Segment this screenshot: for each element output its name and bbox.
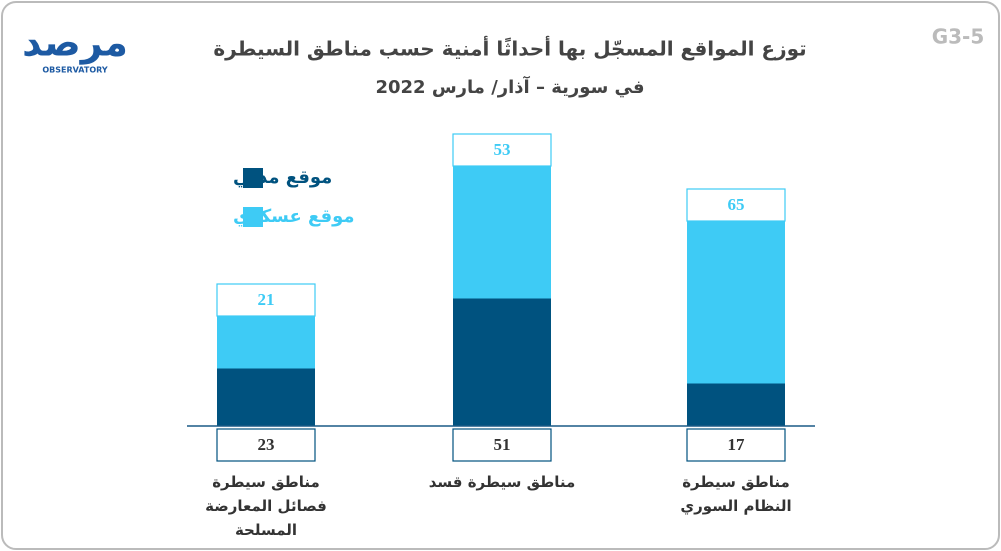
value-label-box bbox=[686, 188, 786, 222]
value-label-box bbox=[216, 428, 316, 462]
value-label: 65 bbox=[728, 195, 745, 214]
value-label: 53 bbox=[494, 140, 511, 159]
value-label: 51 bbox=[494, 435, 511, 454]
bar-segment bbox=[687, 221, 785, 384]
value-label-box bbox=[686, 428, 786, 462]
value-label-box bbox=[452, 428, 552, 462]
logo-subtitle: OBSERVATORY bbox=[42, 66, 107, 75]
legend-swatch bbox=[243, 168, 263, 188]
x-tick-label: مناطق سيطرة النظام السوري bbox=[680, 473, 792, 515]
value-label-box bbox=[216, 283, 316, 317]
value-label: 17 bbox=[728, 435, 746, 454]
legend-label: موقع مدني bbox=[233, 167, 332, 188]
bar-segment bbox=[687, 383, 785, 426]
legend-label: موقع عسكري bbox=[233, 206, 355, 227]
value-label-box bbox=[452, 133, 552, 167]
bar-segment bbox=[453, 166, 551, 299]
figure-id: G3-5 bbox=[932, 25, 985, 49]
value-label: 21 bbox=[258, 290, 275, 309]
bar-segment bbox=[453, 298, 551, 426]
x-tick-label: مناطق سيطرة فصائل المعارضة المسلحة bbox=[205, 473, 327, 539]
x-tick-label: مناطق سيطرة قسد bbox=[428, 473, 576, 491]
value-label: 23 bbox=[258, 435, 275, 454]
bar-segment bbox=[217, 316, 315, 369]
chart-subtitle: في سورية – آذار/ مارس 2022 bbox=[375, 75, 644, 98]
bar-segment bbox=[217, 368, 315, 426]
logo: مرصد bbox=[22, 21, 128, 65]
legend-swatch bbox=[243, 207, 263, 227]
chart-title: توزع المواقع المسجّل بها أحداثًا أمنية ح… bbox=[213, 35, 806, 61]
